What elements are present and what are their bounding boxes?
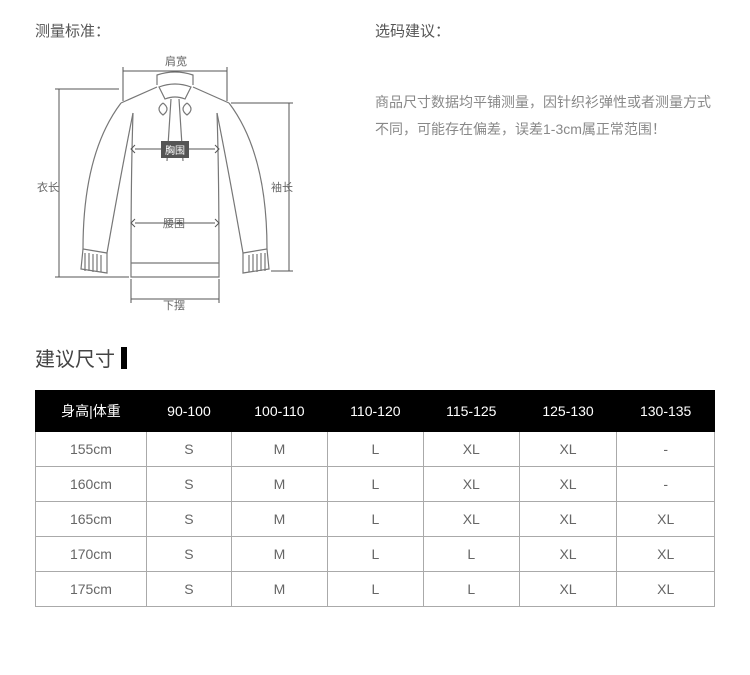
label-shoulder: 肩宽 xyxy=(165,53,187,69)
size-cell: M xyxy=(231,467,327,502)
size-cell: - xyxy=(617,432,715,467)
garment-diagram: 肩宽 胸围 衣长 袖长 腰围 下摆 xyxy=(35,53,315,313)
measure-title: 测量标准： xyxy=(35,20,335,41)
row-height-label: 160cm xyxy=(36,467,147,502)
size-cell: L xyxy=(327,432,423,467)
size-heading-text: 建议尺寸 xyxy=(35,343,115,372)
table-header-col: 90-100 xyxy=(146,391,231,432)
label-bust: 胸围 xyxy=(161,141,189,158)
size-table: 身高|体重90-100100-110110-120115-125125-1301… xyxy=(35,390,715,607)
table-header-col: 130-135 xyxy=(617,391,715,432)
size-cell: S xyxy=(146,432,231,467)
size-cell: M xyxy=(231,502,327,537)
table-row: 175cmSMLLXLXL xyxy=(36,572,715,607)
size-cell: L xyxy=(423,572,519,607)
size-cell: XL xyxy=(519,537,617,572)
advice-body: 商品尺寸数据均平铺测量，因针织衫弹性或者测量方式不同，可能存在偏差，误差1-3c… xyxy=(375,89,715,142)
advice-title: 选码建议： xyxy=(375,20,715,41)
size-cell: S xyxy=(146,502,231,537)
size-cell: M xyxy=(231,572,327,607)
table-row: 155cmSMLXLXL- xyxy=(36,432,715,467)
label-waist: 腰围 xyxy=(163,215,185,231)
size-cell: L xyxy=(327,467,423,502)
table-header-col: 125-130 xyxy=(519,391,617,432)
size-cell: L xyxy=(327,572,423,607)
table-row: 160cmSMLXLXL- xyxy=(36,467,715,502)
size-cell: S xyxy=(146,572,231,607)
size-cell: XL xyxy=(519,572,617,607)
label-hem: 下摆 xyxy=(163,297,185,313)
table-header-label: 身高|体重 xyxy=(36,391,147,432)
size-cell: L xyxy=(327,502,423,537)
size-cell: XL xyxy=(423,502,519,537)
table-header-col: 115-125 xyxy=(423,391,519,432)
row-height-label: 165cm xyxy=(36,502,147,537)
row-height-label: 175cm xyxy=(36,572,147,607)
table-header-col: 100-110 xyxy=(231,391,327,432)
heading-bar-icon xyxy=(121,347,127,369)
table-row: 165cmSMLXLXLXL xyxy=(36,502,715,537)
size-cell: XL xyxy=(519,432,617,467)
size-cell: M xyxy=(231,537,327,572)
table-row: 170cmSMLLXLXL xyxy=(36,537,715,572)
size-cell: XL xyxy=(617,537,715,572)
size-cell: L xyxy=(423,537,519,572)
size-cell: L xyxy=(327,537,423,572)
size-cell: XL xyxy=(617,502,715,537)
size-cell: S xyxy=(146,537,231,572)
size-cell: M xyxy=(231,432,327,467)
table-header-col: 110-120 xyxy=(327,391,423,432)
size-cell: XL xyxy=(617,572,715,607)
row-height-label: 170cm xyxy=(36,537,147,572)
size-cell: S xyxy=(146,467,231,502)
size-cell: XL xyxy=(423,432,519,467)
label-sleeve: 袖长 xyxy=(271,179,293,195)
row-height-label: 155cm xyxy=(36,432,147,467)
size-cell: XL xyxy=(423,467,519,502)
size-cell: XL xyxy=(519,502,617,537)
size-cell: - xyxy=(617,467,715,502)
size-cell: XL xyxy=(519,467,617,502)
label-length: 衣长 xyxy=(37,179,59,195)
size-heading: 建议尺寸 xyxy=(35,343,715,372)
